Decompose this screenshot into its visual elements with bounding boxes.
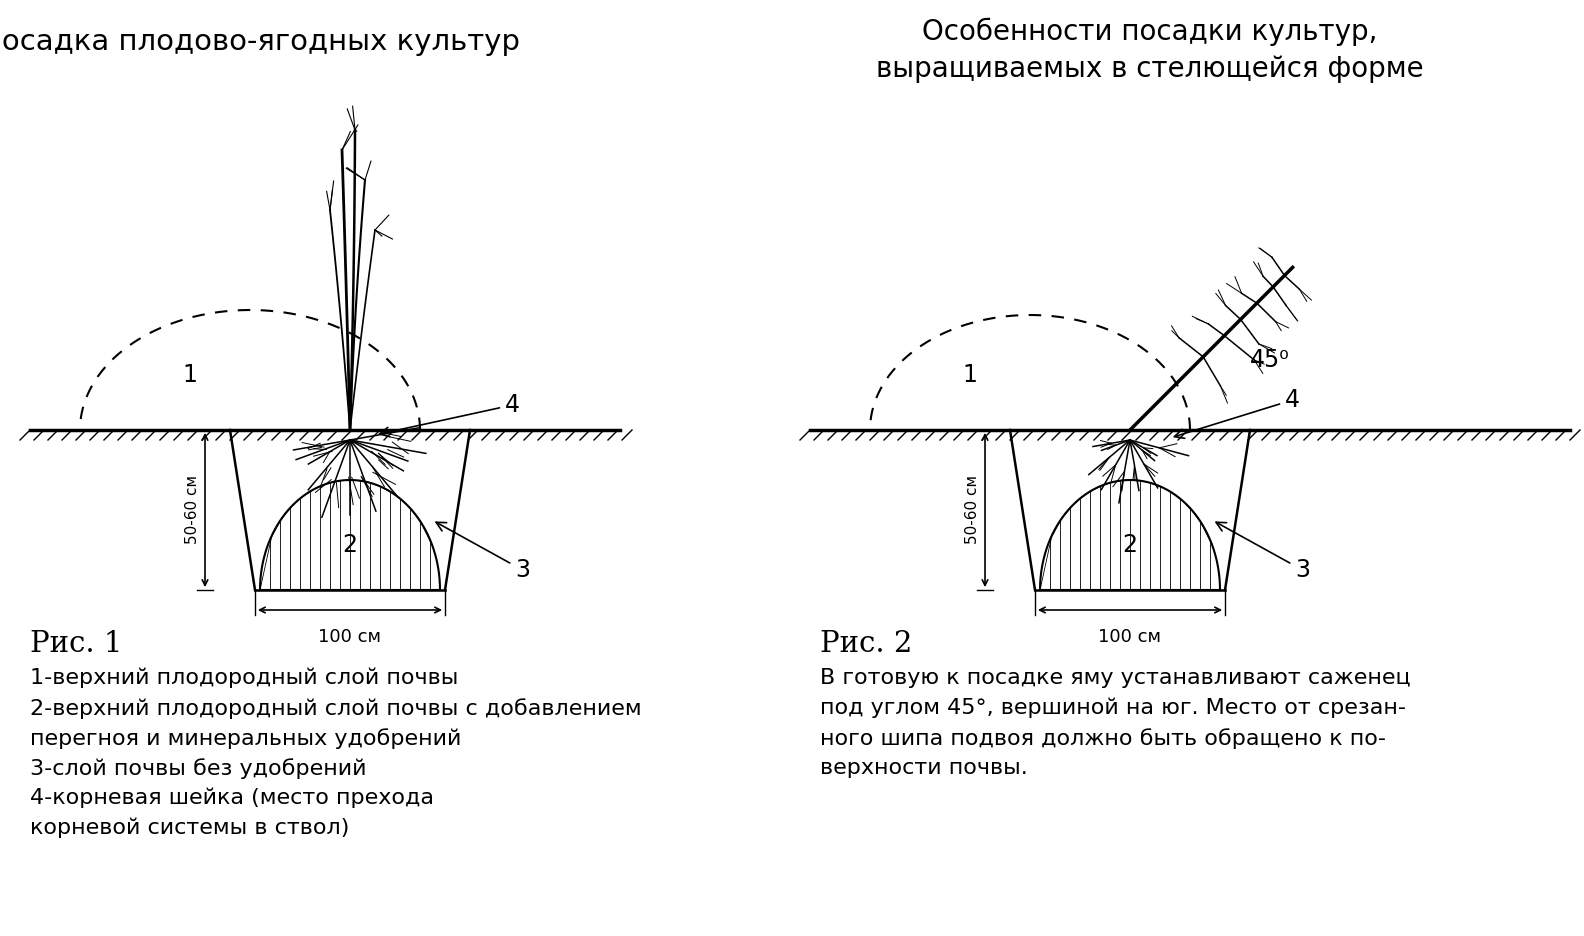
Text: 4: 4 [380, 393, 520, 436]
Text: корневой системы в ствол): корневой системы в ствол) [30, 818, 350, 839]
Text: Рис. 2: Рис. 2 [821, 630, 912, 658]
Text: ного шипа подвоя должно быть обращено к по-: ного шипа подвоя должно быть обращено к … [821, 728, 1386, 749]
Text: 100 см: 100 см [318, 628, 382, 646]
Text: 3: 3 [436, 522, 531, 582]
Text: 3: 3 [1217, 522, 1310, 582]
Text: 2-верхний плодородный слой почвы с добавлением: 2-верхний плодородный слой почвы с добав… [30, 698, 642, 719]
Text: 2: 2 [1123, 533, 1137, 557]
Text: 4-корневая шейка (место прехода: 4-корневая шейка (место прехода [30, 788, 434, 809]
Text: 100 см: 100 см [1098, 628, 1161, 646]
Text: выращиваемых в стелющейся форме: выращиваемых в стелющейся форме [876, 55, 1424, 83]
Text: Рис. 1: Рис. 1 [30, 630, 122, 658]
Text: 50-60 см: 50-60 см [965, 475, 980, 545]
Text: Особенности посадки культур,: Особенности посадки культур, [922, 18, 1378, 47]
Polygon shape [1041, 480, 1220, 590]
Text: под углом 45°, вершиной на юг. Место от срезан-: под углом 45°, вершиной на юг. Место от … [821, 698, 1407, 719]
Text: 50-60 см: 50-60 см [185, 475, 200, 545]
Text: 2: 2 [342, 533, 358, 557]
Polygon shape [260, 480, 440, 590]
Text: 1-верхний плодородный слой почвы: 1-верхний плодородный слой почвы [30, 668, 458, 689]
Text: Посадка плодово-ягодных культур: Посадка плодово-ягодных культур [0, 28, 520, 56]
Text: 3-слой почвы без удобрений: 3-слой почвы без удобрений [30, 758, 366, 779]
Text: 1: 1 [182, 363, 198, 387]
Text: 45⁰: 45⁰ [1250, 348, 1289, 372]
Text: верхности почвы.: верхности почвы. [821, 758, 1028, 778]
Text: перегноя и минеральных удобрений: перегноя и минеральных удобрений [30, 728, 461, 749]
Text: 4: 4 [1174, 388, 1300, 438]
Text: В готовую к посадке яму устанавливают саженец: В готовую к посадке яму устанавливают са… [821, 668, 1411, 688]
Text: 1: 1 [963, 363, 977, 387]
